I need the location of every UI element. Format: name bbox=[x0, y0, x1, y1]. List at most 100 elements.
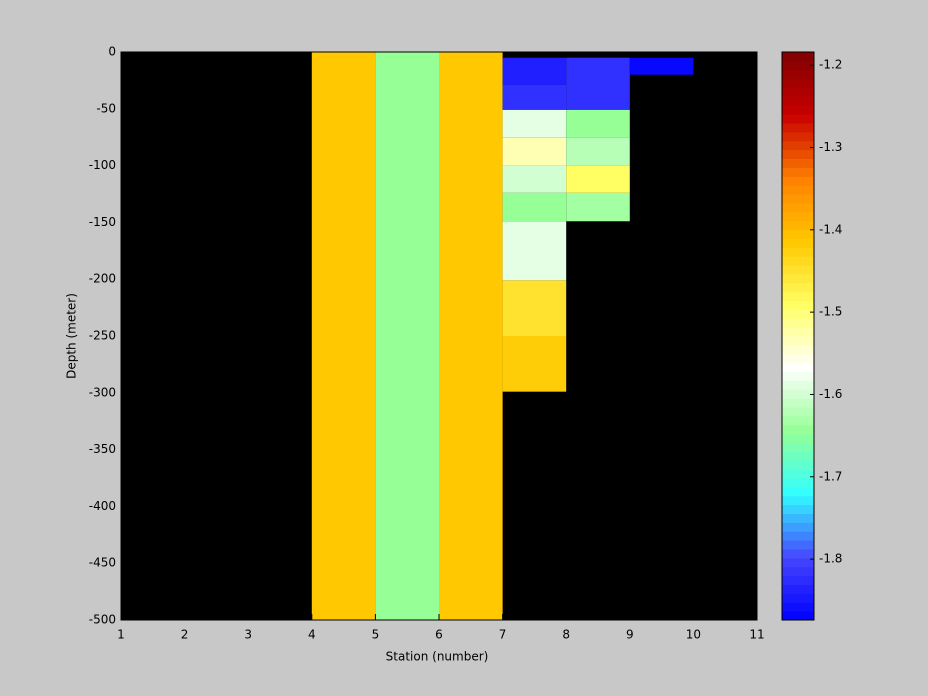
colorbar-band bbox=[782, 575, 814, 585]
heatmap-cell bbox=[566, 165, 630, 193]
colorbar-band bbox=[782, 584, 814, 594]
colorbar-band bbox=[782, 522, 814, 532]
colorbar-band bbox=[782, 389, 814, 399]
colorbar-tick-label: -1.6 bbox=[819, 387, 842, 401]
colorbar-band bbox=[782, 344, 814, 355]
colorbar-band bbox=[782, 96, 814, 106]
colorbar-band bbox=[782, 504, 814, 514]
colorbar-band bbox=[782, 220, 814, 230]
colorbar-band bbox=[782, 478, 814, 488]
colorbar-band bbox=[782, 353, 814, 364]
heatmap-cell bbox=[502, 221, 567, 281]
heatmap-cell bbox=[375, 52, 439, 620]
heatmap-cell bbox=[629, 57, 694, 75]
y-tick-label: -100 bbox=[89, 158, 116, 172]
colorbar-band bbox=[782, 114, 814, 124]
y-tick-label: -400 bbox=[89, 499, 116, 513]
colorbar-band bbox=[782, 540, 814, 550]
colorbar-band bbox=[782, 327, 814, 337]
heatmap-cell bbox=[566, 57, 630, 110]
colorbar-frame bbox=[781, 51, 815, 621]
x-tick-label: 6 bbox=[435, 628, 443, 642]
heatmap-cell bbox=[566, 137, 630, 166]
x-tick-label: 9 bbox=[626, 628, 634, 642]
x-tick-label: 8 bbox=[562, 628, 570, 642]
colorbar-band bbox=[782, 282, 814, 293]
colorbar-band bbox=[782, 407, 814, 417]
y-tick-label: -200 bbox=[89, 272, 116, 286]
heatmap-cell bbox=[311, 52, 376, 620]
colorbar-band bbox=[782, 424, 814, 435]
x-tick-label: 11 bbox=[749, 628, 764, 642]
heatmap-cell bbox=[502, 165, 567, 193]
colorbar-tick-label: -1.5 bbox=[819, 305, 842, 319]
colorbar-band bbox=[782, 451, 814, 461]
colorbar-band bbox=[782, 336, 814, 346]
y-tick-label: -350 bbox=[89, 442, 116, 456]
colorbar-band bbox=[782, 566, 814, 577]
colorbar-band bbox=[782, 557, 814, 568]
colorbar-band bbox=[782, 513, 814, 523]
colorbar-band bbox=[782, 291, 814, 301]
x-tick-label: 1 bbox=[117, 628, 125, 642]
heatmap-cell bbox=[439, 52, 503, 620]
colorbar-band bbox=[782, 158, 814, 168]
x-tick-label: 10 bbox=[686, 628, 701, 642]
colorbar-band bbox=[782, 469, 814, 479]
colorbar-tick-label: -1.4 bbox=[819, 222, 842, 236]
colorbar-band bbox=[782, 202, 814, 213]
colorbar-band bbox=[782, 211, 814, 222]
heatmap-cell bbox=[566, 192, 630, 222]
heatmap-cell bbox=[502, 336, 567, 392]
colorbar-band bbox=[782, 380, 814, 390]
colorbar-band bbox=[782, 185, 814, 195]
y-tick-label: -450 bbox=[89, 556, 116, 570]
heatmap-cell bbox=[502, 280, 567, 336]
colorbar-band bbox=[782, 309, 814, 319]
colorbar-band bbox=[782, 611, 814, 621]
colorbar-band bbox=[782, 318, 814, 328]
colorbar-band bbox=[782, 194, 814, 204]
colorbar-tick-label: -1.2 bbox=[819, 58, 842, 72]
colorbar-band bbox=[782, 78, 814, 88]
colorbar-band bbox=[782, 238, 814, 248]
colorbar-band bbox=[782, 398, 814, 408]
x-tick-label: 2 bbox=[181, 628, 189, 642]
y-tick-label: -150 bbox=[89, 215, 116, 229]
colorbar-band bbox=[782, 131, 814, 142]
colorbar-band bbox=[782, 105, 814, 115]
colorbar-band bbox=[782, 433, 814, 443]
colorbar-band bbox=[782, 460, 814, 470]
colorbar-band bbox=[782, 265, 814, 275]
colorbar-band bbox=[782, 60, 814, 71]
x-tick-label: 4 bbox=[308, 628, 316, 642]
heatmap-cell bbox=[502, 137, 567, 166]
colorbar-band bbox=[782, 176, 814, 186]
colorbar-band bbox=[782, 593, 814, 603]
colorbar-band bbox=[782, 415, 814, 426]
colorbar-band bbox=[782, 531, 814, 541]
colorbar-band bbox=[782, 362, 814, 372]
colorbar-band bbox=[782, 87, 814, 97]
heatmap-cell bbox=[502, 109, 567, 138]
colorbar-band bbox=[782, 486, 814, 497]
colorbar-band bbox=[782, 256, 814, 266]
colorbar-band bbox=[782, 300, 814, 310]
heatmap-cell bbox=[502, 192, 567, 222]
x-axis-label: Station (number) bbox=[386, 650, 489, 664]
heatmap-cell bbox=[502, 57, 567, 85]
colorbar-band bbox=[782, 273, 814, 284]
colorbar-band bbox=[782, 167, 814, 177]
heatmap-cell bbox=[566, 109, 630, 138]
colorbar-band bbox=[782, 140, 814, 151]
y-tick-label: -50 bbox=[96, 101, 116, 115]
colorbar-band bbox=[782, 495, 814, 506]
y-tick-label: 0 bbox=[108, 45, 116, 59]
colorbar-band bbox=[782, 69, 814, 80]
y-tick-label: -300 bbox=[89, 385, 116, 399]
y-tick-label: -250 bbox=[89, 329, 116, 343]
colorbar-tick-label: -1.7 bbox=[819, 469, 842, 483]
colorbar-band bbox=[782, 442, 814, 452]
colorbar-band bbox=[782, 52, 814, 62]
